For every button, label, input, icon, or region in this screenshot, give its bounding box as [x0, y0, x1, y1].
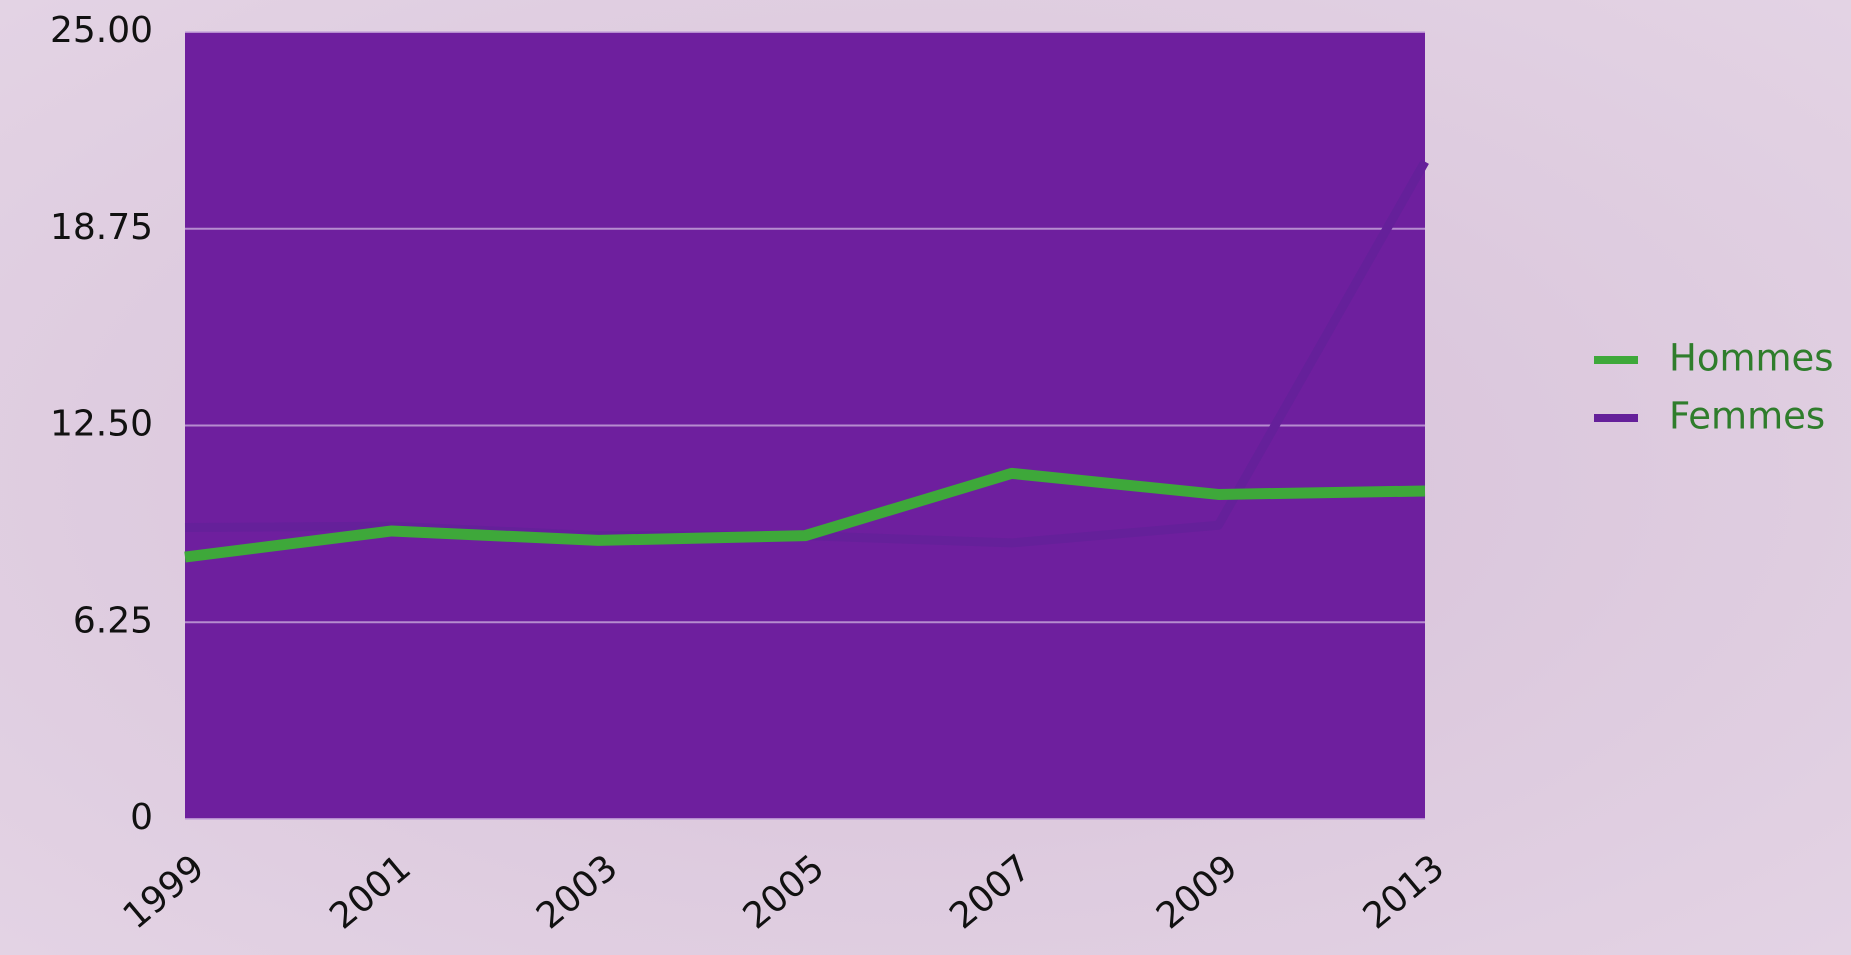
y-tick-label: 18.75 — [50, 207, 153, 248]
y-tick-label: 6.25 — [73, 600, 153, 641]
y-tick-label: 12.50 — [50, 404, 153, 445]
y-tick-label: 0 — [130, 797, 153, 838]
y-tick-label: 25.00 — [50, 10, 153, 51]
legend-label: Femmes — [1669, 395, 1825, 438]
legend-label: Hommes — [1669, 337, 1834, 380]
series-line — [184, 467, 1426, 563]
